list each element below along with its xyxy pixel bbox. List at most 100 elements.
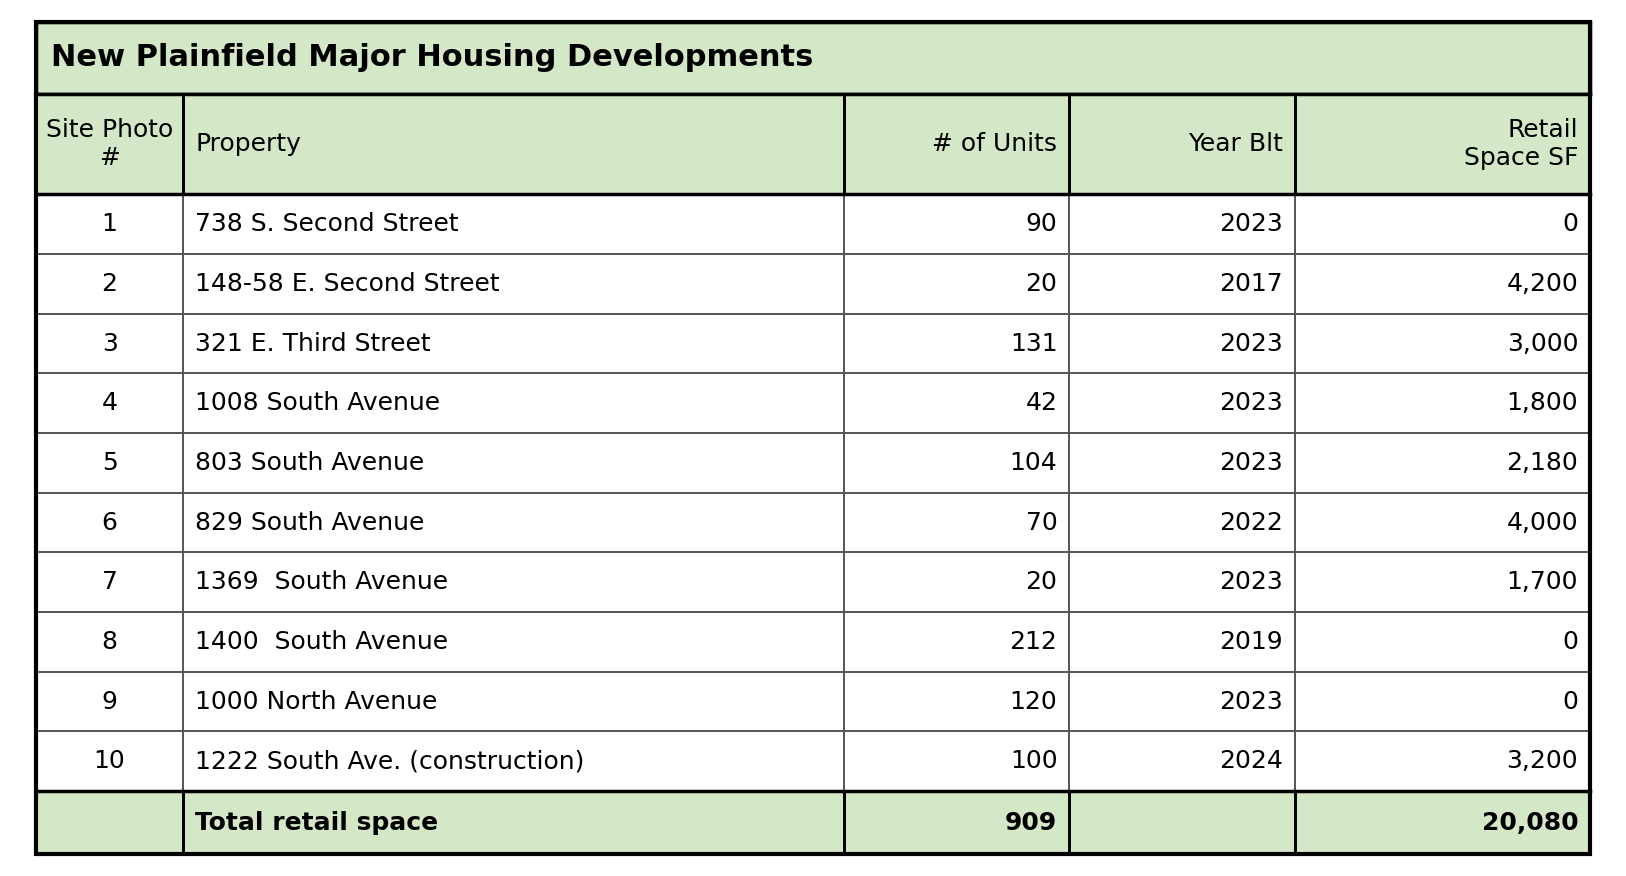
Bar — [844, 553, 1070, 612]
Bar — [184, 254, 844, 314]
Bar — [844, 433, 1070, 492]
Bar — [844, 791, 1070, 854]
Bar — [36, 672, 184, 731]
Bar — [1294, 612, 1590, 672]
Text: 2023: 2023 — [1220, 212, 1283, 237]
Text: # of Units: # of Units — [932, 132, 1057, 156]
Text: 4: 4 — [101, 392, 117, 415]
Text: 9: 9 — [102, 689, 117, 714]
Text: 2023: 2023 — [1220, 392, 1283, 415]
Bar — [1294, 492, 1590, 553]
Bar — [1294, 373, 1590, 433]
Bar — [184, 314, 844, 373]
Bar — [184, 672, 844, 731]
Bar — [1294, 791, 1590, 854]
Text: 4,000: 4,000 — [1507, 511, 1579, 534]
Bar — [36, 373, 184, 433]
Bar — [1070, 492, 1294, 553]
Bar — [1070, 194, 1294, 254]
Bar — [1070, 373, 1294, 433]
Bar — [184, 373, 844, 433]
Bar — [36, 612, 184, 672]
Bar — [1070, 731, 1294, 791]
Bar — [36, 194, 184, 254]
Text: 42: 42 — [1026, 392, 1057, 415]
Text: 0: 0 — [1563, 630, 1579, 653]
Bar — [1070, 373, 1294, 433]
Bar — [36, 254, 184, 314]
Bar — [184, 492, 844, 553]
Bar — [1294, 373, 1590, 433]
Text: 70: 70 — [1026, 511, 1057, 534]
Bar — [1294, 254, 1590, 314]
Bar — [184, 433, 844, 492]
Bar — [844, 373, 1070, 433]
Bar — [1294, 791, 1590, 854]
Text: 3,200: 3,200 — [1507, 749, 1579, 774]
Bar — [1070, 194, 1294, 254]
Text: 321 E. Third Street: 321 E. Third Street — [195, 332, 431, 356]
Bar — [1294, 433, 1590, 492]
Bar — [1070, 314, 1294, 373]
Text: 104: 104 — [1010, 451, 1057, 475]
Text: 2023: 2023 — [1220, 689, 1283, 714]
Text: 2023: 2023 — [1220, 570, 1283, 594]
Bar — [184, 612, 844, 672]
Text: 1369  South Avenue: 1369 South Avenue — [195, 570, 449, 594]
Bar — [36, 612, 184, 672]
Bar — [844, 672, 1070, 731]
Bar — [1070, 791, 1294, 854]
Bar — [844, 254, 1070, 314]
Bar — [184, 373, 844, 433]
Bar — [1070, 314, 1294, 373]
Bar — [184, 94, 844, 194]
Bar — [1070, 672, 1294, 731]
Text: 100: 100 — [1010, 749, 1057, 774]
Bar — [1070, 94, 1294, 194]
Text: 6: 6 — [101, 511, 117, 534]
Bar — [1070, 553, 1294, 612]
Bar — [1070, 433, 1294, 492]
Bar — [1294, 553, 1590, 612]
Bar — [1294, 433, 1590, 492]
Bar — [844, 612, 1070, 672]
Bar — [184, 194, 844, 254]
Bar — [36, 492, 184, 553]
Bar — [1070, 791, 1294, 854]
Bar — [1070, 553, 1294, 612]
Bar — [1070, 612, 1294, 672]
Bar — [844, 492, 1070, 553]
Bar — [36, 433, 184, 492]
Text: 2: 2 — [101, 272, 117, 296]
Text: 2019: 2019 — [1220, 630, 1283, 653]
Bar — [1070, 492, 1294, 553]
Bar — [36, 553, 184, 612]
Text: New Plainfield Major Housing Developments: New Plainfield Major Housing Development… — [50, 43, 813, 73]
Bar — [184, 314, 844, 373]
Text: 0: 0 — [1563, 689, 1579, 714]
Bar — [36, 672, 184, 731]
Bar — [36, 791, 184, 854]
Bar — [1070, 254, 1294, 314]
Bar — [36, 314, 184, 373]
Text: 1222 South Ave. (construction): 1222 South Ave. (construction) — [195, 749, 585, 774]
Bar — [184, 672, 844, 731]
Bar — [844, 433, 1070, 492]
Bar — [184, 731, 844, 791]
Text: 7: 7 — [102, 570, 117, 594]
Text: 3: 3 — [102, 332, 117, 356]
Text: 909: 909 — [1005, 810, 1057, 835]
Text: 3,000: 3,000 — [1507, 332, 1579, 356]
Text: Site Photo
#: Site Photo # — [46, 118, 174, 170]
Text: 0: 0 — [1563, 212, 1579, 237]
Bar — [184, 194, 844, 254]
Bar — [36, 731, 184, 791]
Text: 1,800: 1,800 — [1507, 392, 1579, 415]
Bar — [36, 731, 184, 791]
Text: 10: 10 — [94, 749, 125, 774]
Bar — [184, 492, 844, 553]
Bar — [184, 553, 844, 612]
Bar — [844, 254, 1070, 314]
Bar — [36, 314, 184, 373]
Bar — [844, 194, 1070, 254]
